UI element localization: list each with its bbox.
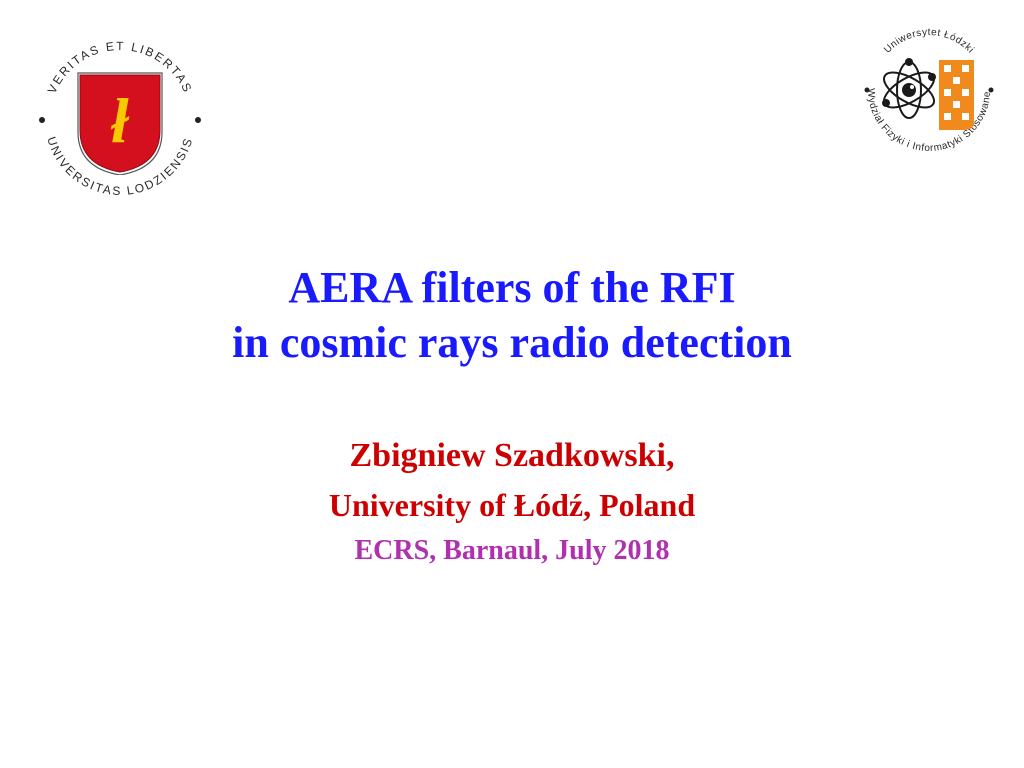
faculty-dot-left [865,88,870,93]
pixel-block-icon [939,60,974,130]
seal-dot-right [195,117,201,123]
title-line-1: AERA filters of the RFI [0,260,1024,315]
faculty-logo: Uniwersytet Łódzki Wydział Fizyki i Info… [854,15,1004,165]
faculty-logo-svg: Uniwersytet Łódzki Wydział Fizyki i Info… [854,15,1004,165]
atom-icon [879,58,939,118]
seal-letter: ł [110,85,130,156]
university-seal-logo: VERITAS ET LIBERTAS UNIVERSITAS LODZIENS… [20,20,220,220]
author-name: Zbigniew Szadkowski, [0,430,1024,481]
seal-shield-icon: ł [75,70,165,175]
title-line-2: in cosmic rays radio detection [0,315,1024,370]
author-block: Zbigniew Szadkowski, University of Łódź,… [0,430,1024,574]
faculty-top-text: Uniwersytet Łódzki [882,27,976,56]
slide-title: AERA filters of the RFI in cosmic rays r… [0,260,1024,370]
author-affiliation: University of Łódź, Poland [0,481,1024,529]
faculty-dot-right [989,88,994,93]
seal-dot-left [39,117,45,123]
event-info: ECRS, Barnaul, July 2018 [0,529,1024,574]
